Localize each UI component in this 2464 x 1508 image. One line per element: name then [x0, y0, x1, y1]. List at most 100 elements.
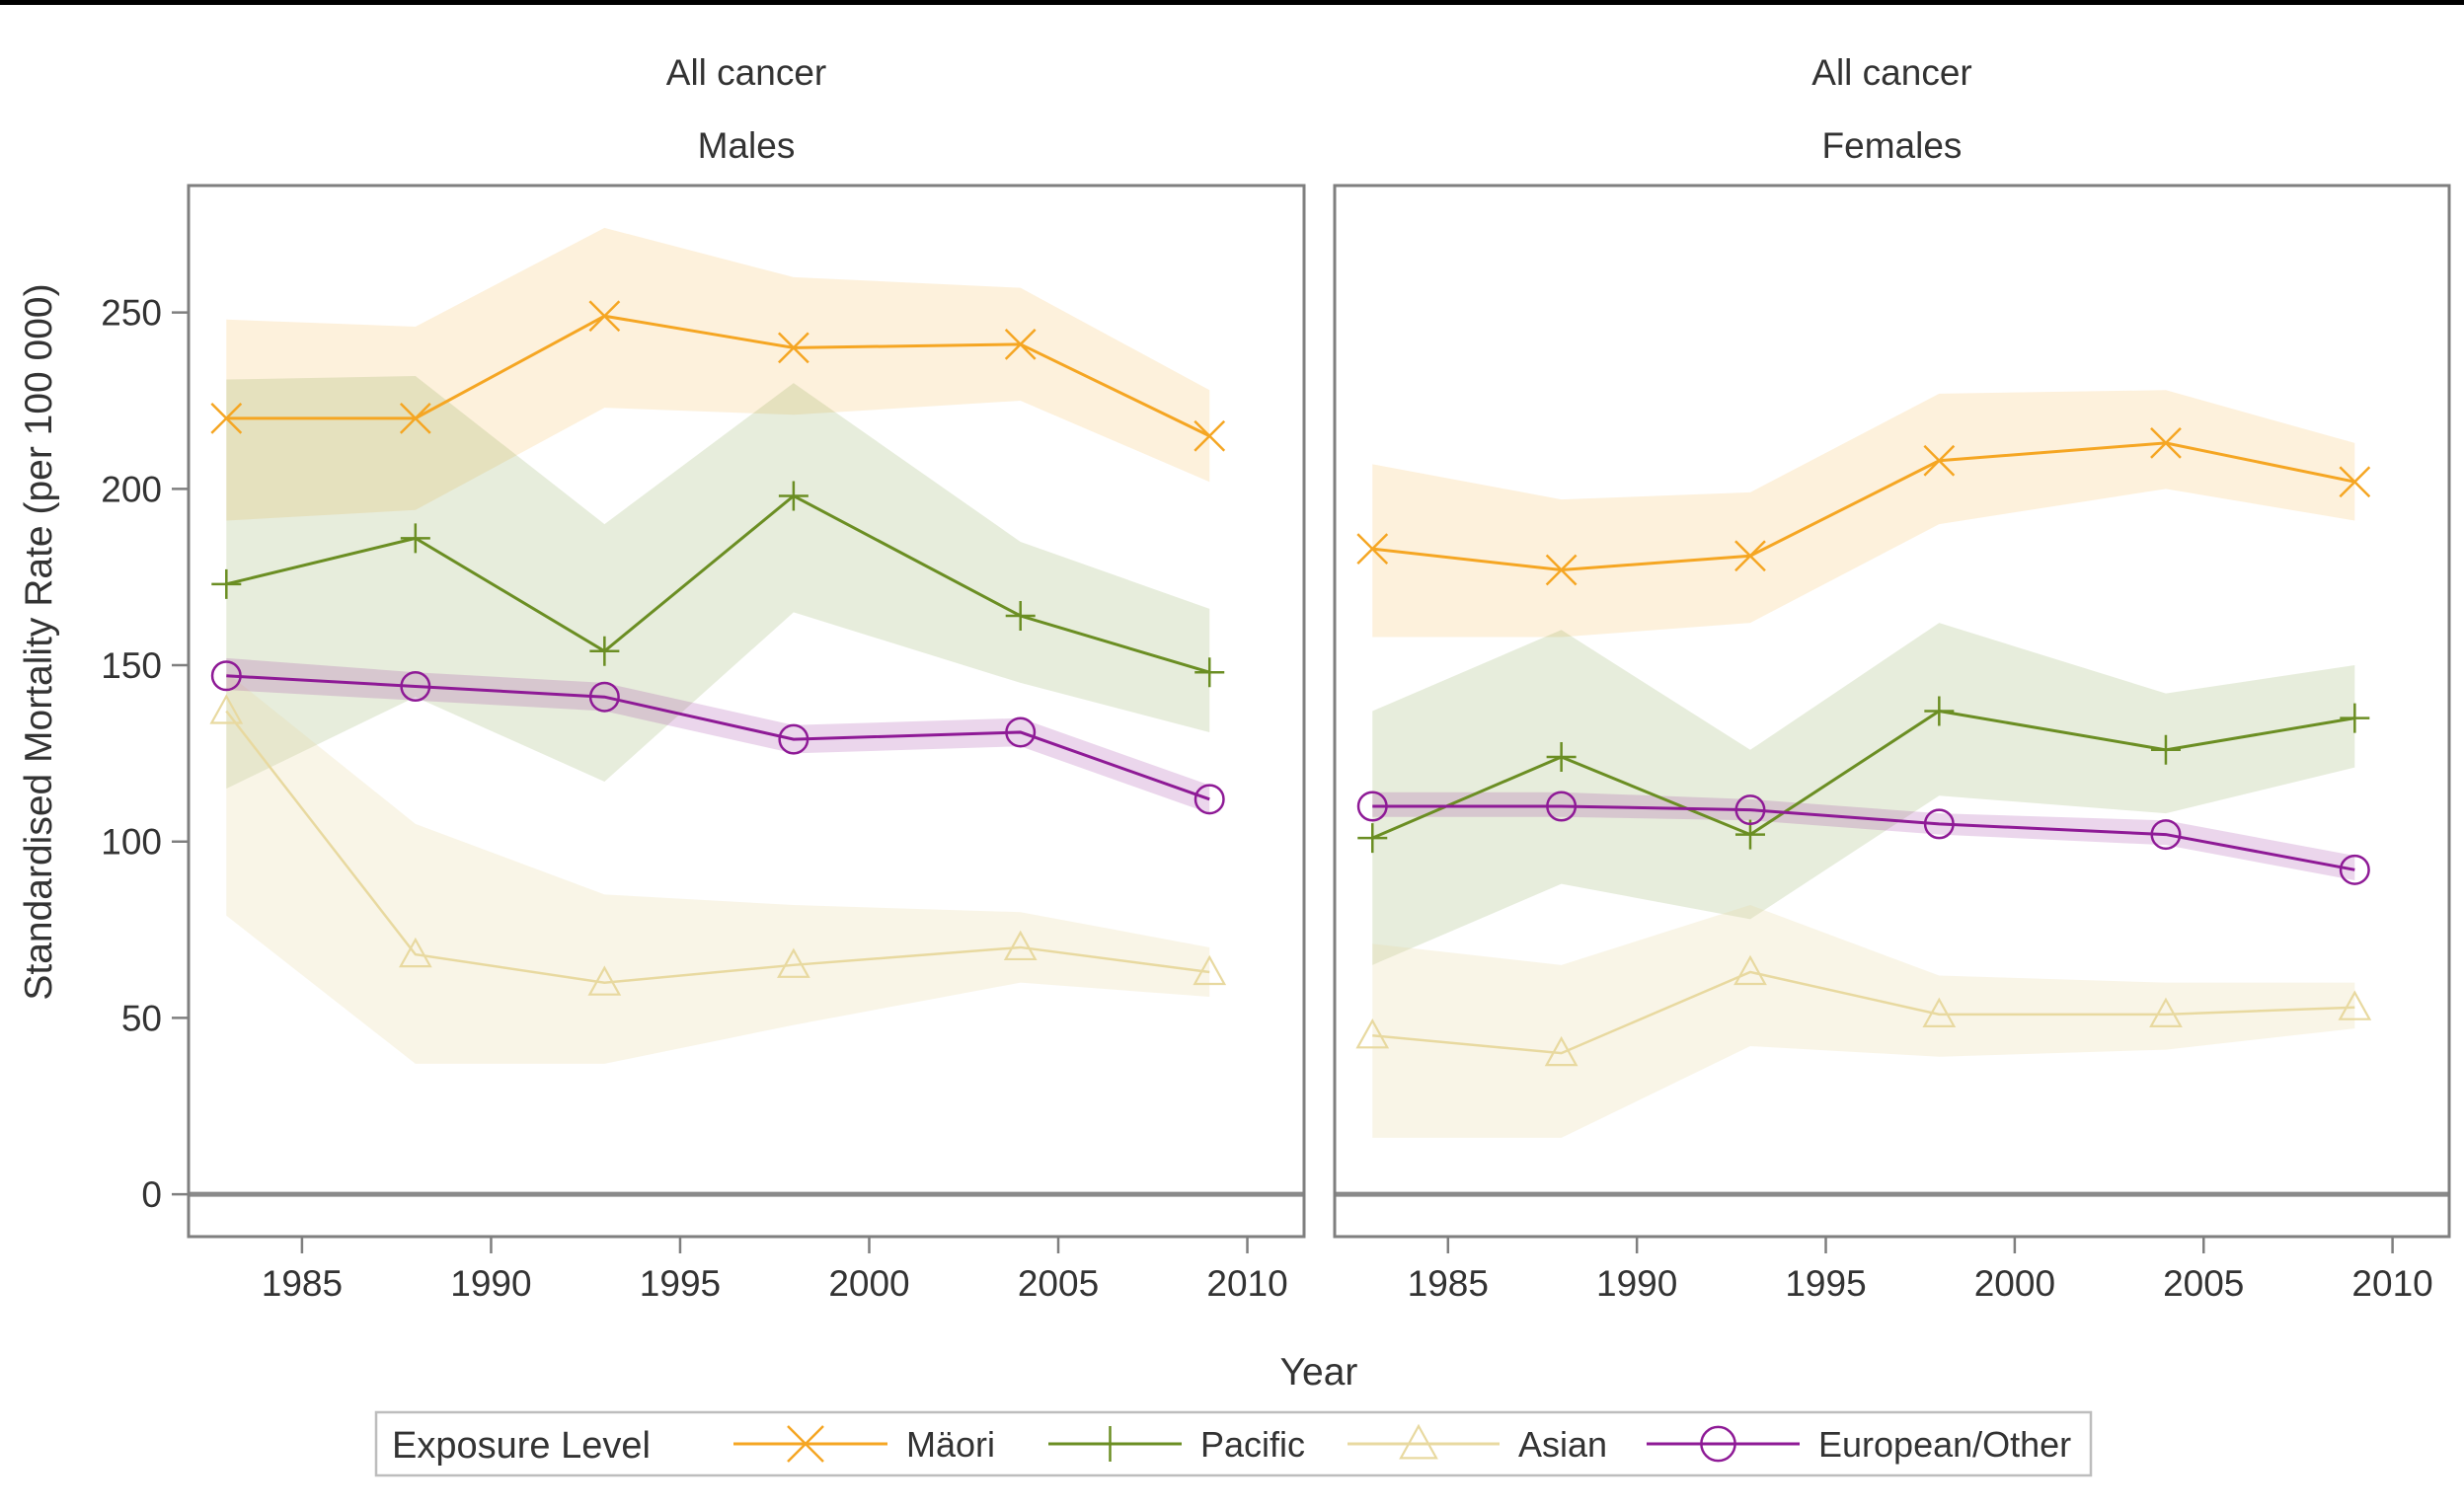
confidence-band-european-other — [1372, 792, 2355, 881]
data-point-asian — [1355, 1018, 1390, 1049]
x-tick-label: 1985 — [1408, 1263, 1489, 1304]
y-tick-label: 200 — [101, 469, 162, 509]
data-point-asian — [1544, 1035, 1578, 1067]
data-point-maori — [1004, 328, 1037, 360]
data-point-asian — [1922, 997, 1957, 1027]
y-axis-label: Standardised Mortality Rate (per 100 000… — [18, 283, 60, 1000]
legend-marker-maori — [787, 1425, 824, 1463]
panel-title-line2: Males — [698, 125, 796, 166]
x-tick-label: 2005 — [1018, 1263, 1099, 1304]
data-point-maori — [1923, 444, 1956, 477]
data-point-asian — [1193, 954, 1227, 986]
panel-title-line2: Females — [1822, 125, 1963, 166]
x-tick-label: 1985 — [262, 1263, 343, 1304]
x-tick-label: 2000 — [828, 1263, 909, 1304]
data-point-european-other — [2150, 819, 2182, 851]
legend-marker-pacific — [1092, 1426, 1128, 1462]
data-point-european-other — [1194, 784, 1225, 815]
confidence-band-european-other — [226, 657, 1210, 814]
data-point-asian — [587, 965, 622, 996]
legend-frame — [374, 1410, 2093, 1477]
data-point-pacific — [1005, 601, 1036, 632]
confidence-band-maori — [226, 227, 1210, 521]
legend-label-european-other: European/Other — [1818, 1424, 2071, 1465]
data-point-maori — [399, 402, 431, 434]
panel-frame — [187, 184, 1306, 1239]
data-point-maori — [2150, 427, 2182, 459]
x-tick-label: 1995 — [1785, 1263, 1866, 1304]
series-line-pacific — [225, 493, 1210, 674]
data-point-european-other — [1734, 794, 1766, 826]
y-tick-label: 100 — [101, 822, 162, 863]
data-point-pacific — [2150, 734, 2181, 765]
data-point-maori — [1194, 419, 1226, 452]
y-tick-label: 0 — [141, 1174, 162, 1215]
data-point-pacific — [778, 481, 808, 511]
legend-entry-pacific: Pacific — [1048, 1424, 1305, 1465]
legend-label-maori: Mäori — [906, 1424, 995, 1465]
data-point-european-other — [778, 723, 809, 755]
confidence-band-maori — [1372, 390, 2355, 638]
series-line-european-other — [1372, 804, 2355, 871]
x-tick-label: 1995 — [640, 1263, 721, 1304]
data-point-asian — [1733, 954, 1767, 986]
series-line-maori — [226, 314, 1210, 438]
legend-label-pacific: Pacific — [1200, 1424, 1305, 1465]
legend: Exposure Level Mäori Pacific Asian European/… — [374, 1410, 2093, 1477]
data-point-asian — [2149, 997, 2183, 1027]
x-tick-label: 2000 — [1974, 1263, 2055, 1304]
panel-females: All cancer Females 1985 1990 1995 2000 2005 201… — [1333, 52, 2451, 1304]
data-point-asian — [777, 947, 810, 978]
y-tick-label: 150 — [101, 645, 162, 686]
y-tick-label: 50 — [121, 998, 162, 1038]
legend-marker-european-other — [1700, 1425, 1736, 1463]
data-point-european-other — [210, 660, 242, 692]
data-point-pacific — [589, 636, 620, 666]
panel-males: All cancer Males 1985 1990 1995 2000 2005 2010 0… — [101, 52, 1306, 1304]
legend-entry-maori: Mäori — [733, 1424, 995, 1465]
data-point-european-other — [1356, 791, 1388, 822]
series-line-maori — [1372, 441, 2355, 572]
legend-entry-european-other: European/Other — [1647, 1424, 2071, 1465]
data-point-european-other — [1546, 791, 1578, 822]
confidence-band-asian — [226, 672, 1210, 1064]
legend-label-asian: Asian — [1518, 1424, 1607, 1465]
legend-title: Exposure Level — [392, 1425, 651, 1467]
series-line-european-other — [226, 674, 1210, 801]
panel-title-line1: All cancer — [666, 52, 826, 93]
panel-frame — [1333, 184, 2451, 1239]
panel-title-line1: All cancer — [1811, 52, 1971, 93]
x-tick-label: 2010 — [2351, 1263, 2432, 1304]
data-point-maori — [210, 402, 243, 434]
data-point-pacific — [1546, 741, 1577, 772]
data-point-maori — [1734, 540, 1766, 572]
data-point-pacific — [1357, 823, 1388, 854]
data-point-european-other — [2339, 854, 2370, 885]
data-point-european-other — [400, 670, 431, 702]
data-point-pacific — [1924, 696, 1955, 726]
data-point-maori — [777, 332, 809, 364]
data-point-maori — [2339, 466, 2371, 498]
data-point-european-other — [1005, 716, 1037, 748]
legend-marker-asian — [1399, 1423, 1438, 1460]
data-point-asian — [2338, 990, 2372, 1020]
x-tick-label: 1990 — [450, 1263, 531, 1304]
series-line-asian — [1372, 970, 2355, 1055]
confidence-band-pacific — [1372, 623, 2355, 965]
data-point-asian — [398, 937, 432, 968]
data-point-pacific — [400, 523, 430, 554]
data-point-asian — [1003, 930, 1038, 961]
x-tick-label: 1990 — [1596, 1263, 1677, 1304]
legend-entry-asian: Asian — [1348, 1423, 1607, 1465]
data-point-maori — [588, 300, 621, 333]
data-point-european-other — [588, 681, 620, 713]
data-point-maori — [1356, 533, 1389, 565]
confidence-band-pacific — [226, 375, 1210, 790]
top-border — [0, 0, 2464, 5]
x-tick-label: 2005 — [2163, 1263, 2244, 1304]
y-tick-label: 250 — [101, 293, 162, 334]
series-line-pacific — [1371, 709, 2355, 840]
